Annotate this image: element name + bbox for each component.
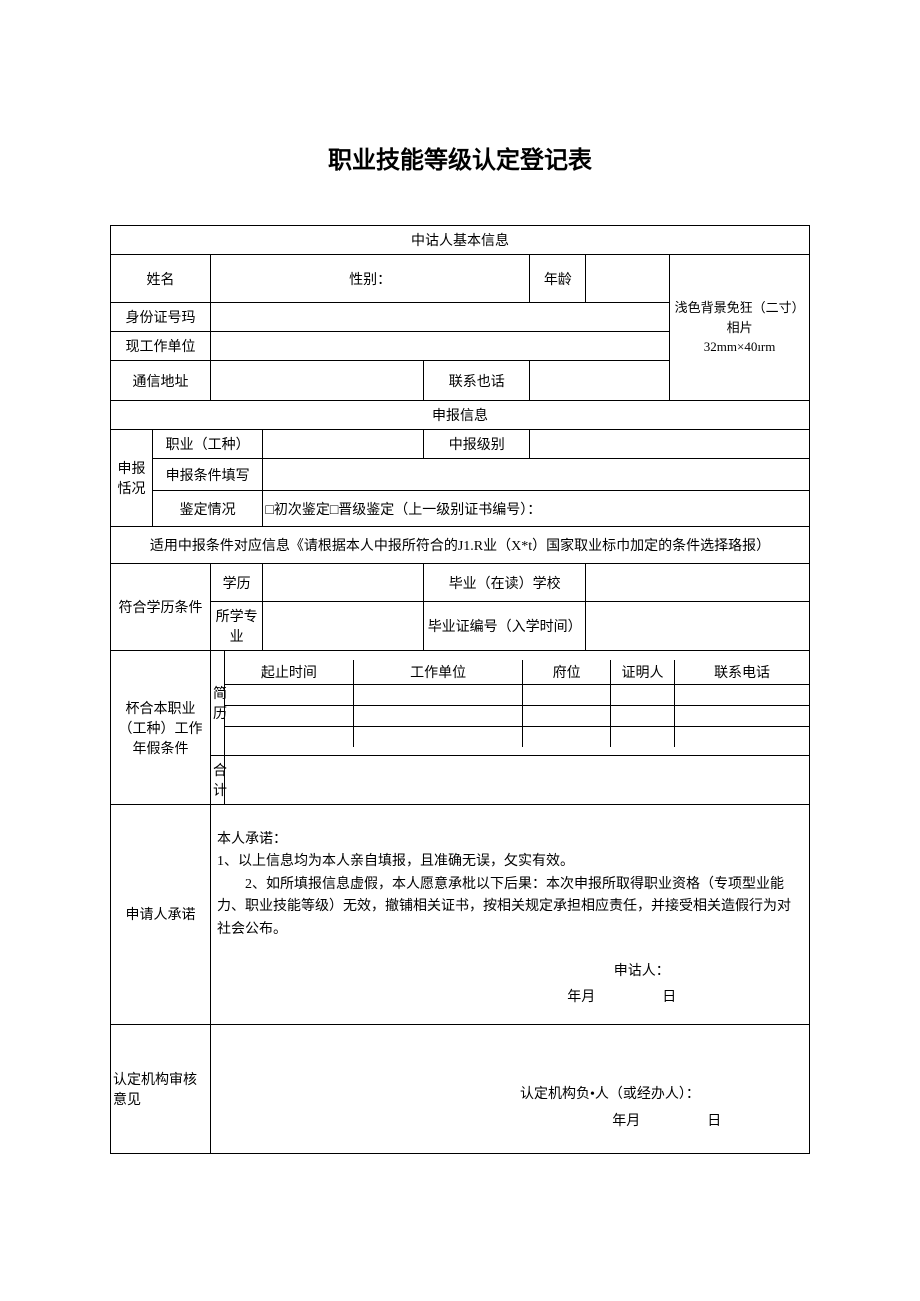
date-day: 日 [662, 990, 676, 1005]
section-apply-header: 适用中报条件对应信息《请根据本人中报所符合的J1.R业（X*t）国家取业标巾加定… [111, 527, 810, 564]
field-major[interactable] [263, 602, 424, 651]
label-degree: 学历 [210, 564, 262, 602]
table-row[interactable] [610, 684, 674, 705]
label-edu-cond: 符合学历条件 [111, 564, 211, 651]
field-work-unit[interactable] [210, 332, 669, 361]
label-total: 合计 [210, 756, 224, 805]
section-report-header: 申报信息 [111, 401, 810, 430]
promise-line2: 2、如所填报信息虚假，本人愿意承枇以下后果：本次申报所取得职业资格（专项型业能力… [217, 874, 803, 941]
promise-line1: 1、以上信息均为本人亲自填报，且准确无误，攵实有效。 [217, 851, 803, 873]
date-year-month: 年月 [567, 990, 595, 1005]
col-post: 府位 [523, 660, 611, 685]
table-row[interactable] [225, 684, 353, 705]
label-school: 毕业（在读）学校 [424, 564, 586, 602]
section-basic-header: 中诂人基本信息 [111, 226, 810, 255]
field-school[interactable] [586, 564, 810, 602]
col-witness: 证明人 [610, 660, 674, 685]
col-unit: 工作单位 [353, 660, 522, 685]
promise-header: 本人承诺： [217, 829, 803, 851]
field-appraisal[interactable]: □初次鉴定□晋级鉴定（上一级别证书编号）： [263, 491, 810, 527]
field-id-no[interactable] [210, 303, 669, 332]
opinion-content: 认定机构负•人（或经办人）： 年月 日 [213, 1034, 807, 1143]
table-row[interactable] [675, 684, 809, 705]
field-total[interactable] [224, 756, 809, 805]
label-id-no: 身份证号玛 [111, 303, 211, 332]
institution-signer-label: 认定机构负•人（或经办人）： [520, 1087, 700, 1102]
label-report-situation: 申报恬况 [111, 430, 153, 527]
field-cond-fill[interactable] [263, 459, 810, 491]
photo-desc-1: 浅色背景免狂（二寸）相片 [675, 300, 805, 335]
work-history-table: 起止时间 工作单位 府位 证明人 联系电话 [225, 660, 809, 747]
promise-content: 本人承诺： 1、以上信息均为本人亲自填报，且准确无误，攵实有效。 2、如所填报信… [213, 809, 807, 1020]
table-row[interactable] [610, 726, 674, 747]
table-row[interactable] [523, 684, 611, 705]
table-row[interactable] [523, 726, 611, 747]
opinion-date-day: 日 [707, 1114, 721, 1129]
table-row[interactable] [610, 705, 674, 726]
label-major: 所学专业 [210, 602, 262, 651]
label-level: 中报级别 [424, 430, 530, 459]
col-phone: 联系电话 [675, 660, 809, 685]
table-row[interactable] [675, 726, 809, 747]
label-cert-no: 毕业证编号（入学时间） [424, 602, 586, 651]
field-cert-no[interactable] [586, 602, 810, 651]
page-title: 职业技能等级认定登记表 [110, 140, 810, 175]
field-level[interactable] [530, 430, 810, 459]
label-applicant-promise: 申请人承诺 [111, 805, 211, 1025]
label-institution-opinion: 认定机构审核意见 [111, 1024, 211, 1153]
label-age: 年龄 [530, 255, 586, 303]
field-occupation[interactable] [263, 430, 424, 459]
table-row[interactable] [225, 705, 353, 726]
table-row[interactable] [353, 684, 522, 705]
label-work-unit: 现工作单位 [111, 332, 211, 361]
table-row[interactable] [675, 705, 809, 726]
label-name: 姓名 [111, 255, 211, 303]
table-row[interactable] [353, 705, 522, 726]
applicant-signature-label: 申诂人： [614, 964, 670, 979]
opinion-date-year-month: 年月 [612, 1114, 640, 1129]
field-phone[interactable] [530, 361, 670, 401]
label-appraisal: 鉴定情况 [152, 491, 262, 527]
table-row[interactable] [353, 726, 522, 747]
label-occupation: 职业（工种） [152, 430, 262, 459]
table-row[interactable] [225, 726, 353, 747]
table-row[interactable] [523, 705, 611, 726]
field-age[interactable] [586, 255, 670, 303]
registration-form: 中诂人基本信息 姓名 性别： 年龄 浅色背景免狂（二寸）相片 32mm×40ır… [110, 225, 810, 1154]
col-time: 起止时间 [225, 660, 353, 685]
field-address[interactable] [210, 361, 423, 401]
field-gender[interactable]: 性别： [210, 255, 529, 303]
label-cond-fill: 申报条件填写 [152, 459, 262, 491]
label-work-cond: 杯合本职业（工种）工作年假条件 [111, 651, 211, 805]
label-phone: 联系也话 [424, 361, 530, 401]
photo-desc-2: 32mm×40ırm [704, 339, 776, 354]
label-address: 通信地址 [111, 361, 211, 401]
label-resume: 简历 [210, 651, 224, 756]
photo-area: 浅色背景免狂（二寸）相片 32mm×40ırm [670, 255, 810, 401]
field-degree[interactable] [263, 564, 424, 602]
